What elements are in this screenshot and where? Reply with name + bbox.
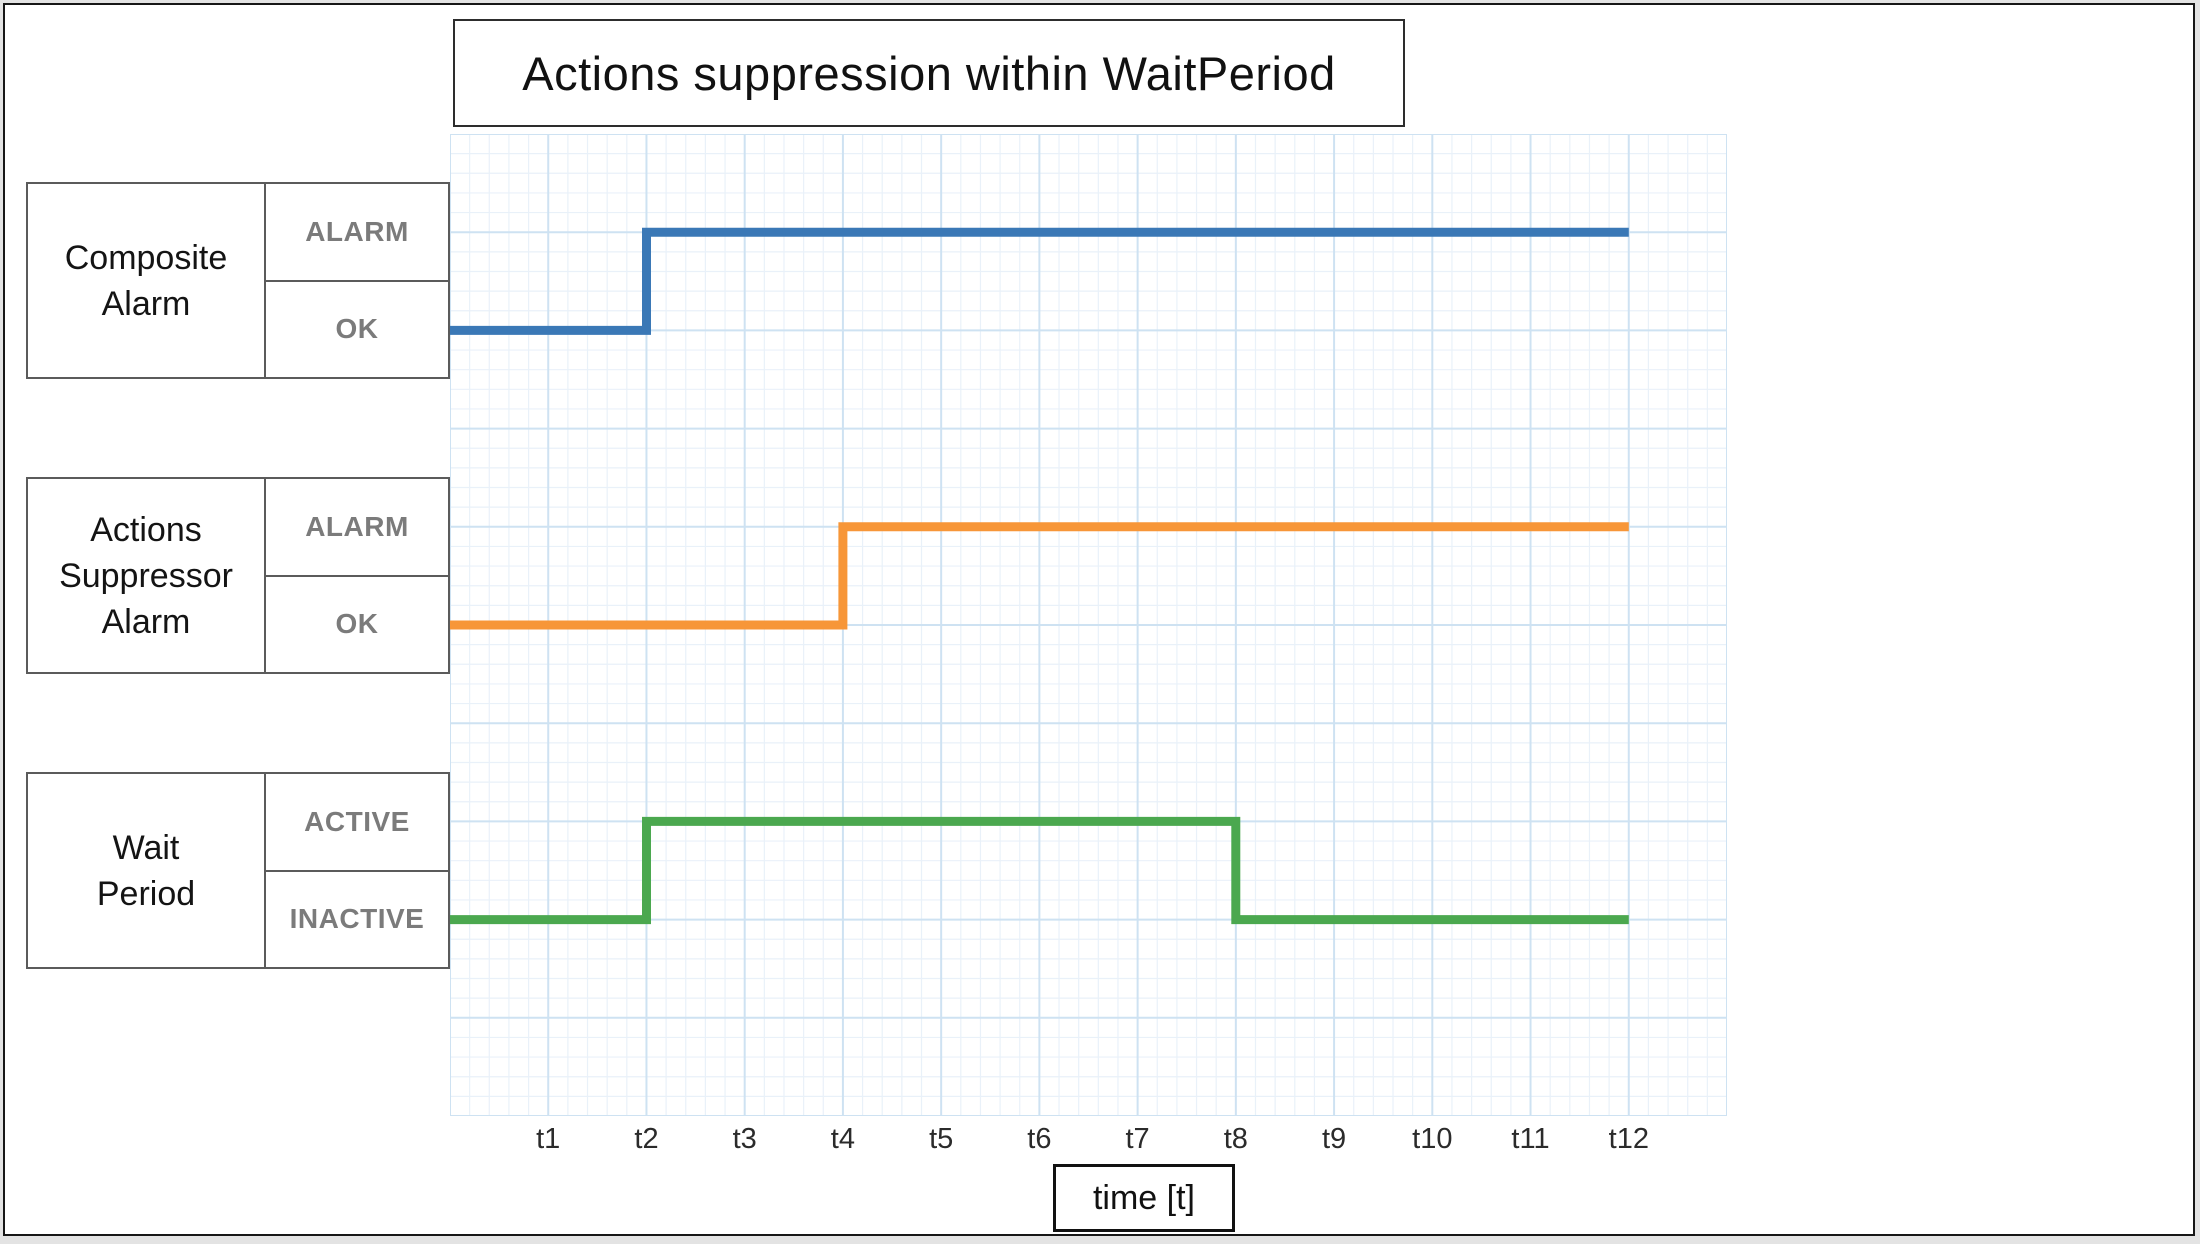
series-line-wait-period <box>450 816 1629 925</box>
state-label-ok: OK <box>335 608 379 640</box>
lane-name: Wait Period <box>28 774 266 967</box>
state-label-active: ACTIVE <box>266 774 448 872</box>
x-tick-label: t7 <box>1125 1123 1150 1155</box>
lane-name: Actions Suppressor Alarm <box>28 479 266 672</box>
x-tick-label: t10 <box>1412 1123 1453 1155</box>
diagram-canvas: Actions suppression within WaitPeriod Co… <box>3 3 2195 1236</box>
page-title: Actions suppression within WaitPeriod <box>522 46 1336 100</box>
x-axis-tick-labels: t1 t2 t3 t4 t5 t6 t7 t8 t9 t10 t11 t12 <box>450 1123 1727 1163</box>
state-label-alarm: ALARM <box>266 184 448 282</box>
lane-box-wait-period: Wait Period ACTIVE INACTIVE <box>26 772 450 969</box>
state-label-inactive: INACTIVE <box>289 903 425 935</box>
state-label-ok: OK <box>335 313 379 345</box>
lane-box-actions-suppressor-alarm: Actions Suppressor Alarm ALARM OK <box>26 477 450 674</box>
state-label-alarm: ALARM <box>266 479 448 577</box>
x-tick-label: t9 <box>1322 1123 1347 1155</box>
x-tick-label: t12 <box>1608 1123 1649 1155</box>
time-axis-label: time [t] <box>1092 1178 1196 1217</box>
x-tick-label: t11 <box>1511 1123 1550 1155</box>
lane-box-composite-alarm: Composite Alarm ALARM OK <box>26 182 450 379</box>
x-tick-label: t8 <box>1223 1123 1248 1155</box>
x-tick-label: t4 <box>830 1123 855 1155</box>
x-tick-label: t5 <box>929 1123 954 1155</box>
x-tick-label: t2 <box>634 1123 659 1155</box>
x-tick-label: t3 <box>732 1123 757 1155</box>
x-tick-label: t1 <box>536 1123 561 1155</box>
lane-name: Composite Alarm <box>28 184 266 377</box>
timing-chart <box>450 134 1727 1116</box>
series-line-composite-alarm <box>450 227 1629 335</box>
title-box: Actions suppression within WaitPeriod <box>453 19 1405 127</box>
x-tick-label: t6 <box>1027 1123 1052 1155</box>
time-axis-label-box: time [t] <box>1053 1164 1235 1232</box>
series-line-actions-suppressor-alarm <box>450 522 1629 630</box>
